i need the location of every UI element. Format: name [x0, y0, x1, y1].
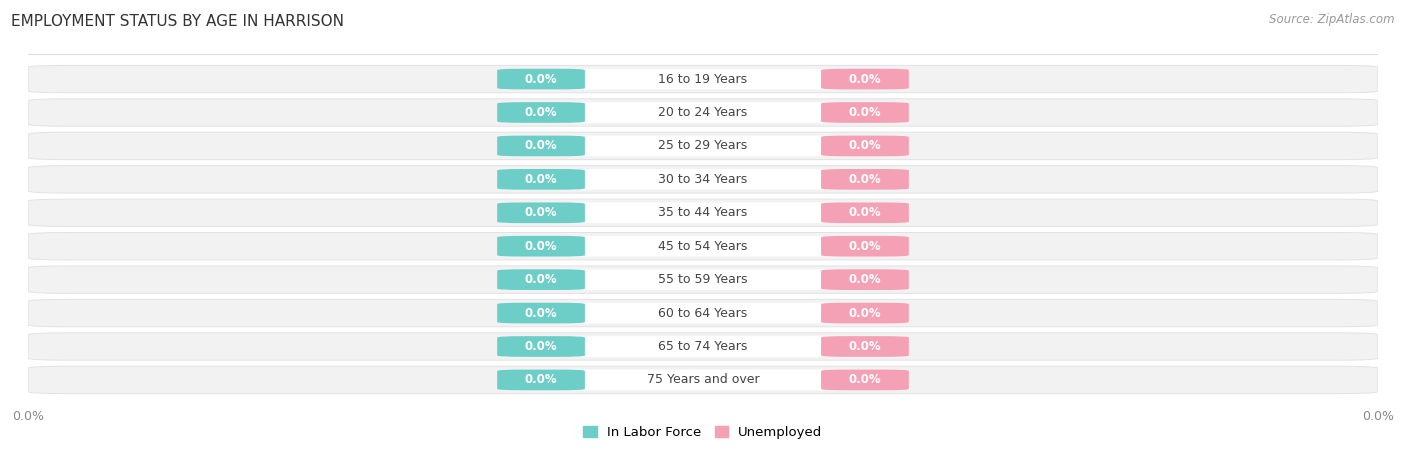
FancyBboxPatch shape: [498, 303, 585, 324]
Text: 75 Years and over: 75 Years and over: [647, 374, 759, 387]
FancyBboxPatch shape: [498, 336, 908, 357]
Text: 0.0%: 0.0%: [849, 173, 882, 186]
Text: 0.0%: 0.0%: [849, 140, 882, 153]
FancyBboxPatch shape: [821, 202, 908, 223]
FancyBboxPatch shape: [498, 102, 585, 123]
Text: 0.0%: 0.0%: [849, 340, 882, 353]
Text: 55 to 59 Years: 55 to 59 Years: [658, 273, 748, 286]
FancyBboxPatch shape: [498, 202, 908, 223]
FancyBboxPatch shape: [498, 336, 585, 357]
FancyBboxPatch shape: [821, 69, 908, 90]
Text: 0.0%: 0.0%: [524, 306, 557, 320]
Text: 0.0%: 0.0%: [849, 374, 882, 387]
Text: Source: ZipAtlas.com: Source: ZipAtlas.com: [1270, 14, 1395, 27]
FancyBboxPatch shape: [498, 369, 908, 390]
Text: 16 to 19 Years: 16 to 19 Years: [658, 72, 748, 86]
FancyBboxPatch shape: [28, 333, 1378, 360]
Legend: In Labor Force, Unemployed: In Labor Force, Unemployed: [578, 420, 828, 444]
Text: 0.0%: 0.0%: [524, 106, 557, 119]
FancyBboxPatch shape: [498, 102, 908, 123]
FancyBboxPatch shape: [821, 102, 908, 123]
Text: 60 to 64 Years: 60 to 64 Years: [658, 306, 748, 320]
Text: 0.0%: 0.0%: [524, 206, 557, 219]
FancyBboxPatch shape: [498, 269, 585, 290]
Text: 0.0%: 0.0%: [524, 72, 557, 86]
FancyBboxPatch shape: [498, 369, 585, 390]
FancyBboxPatch shape: [821, 369, 908, 390]
FancyBboxPatch shape: [28, 132, 1378, 160]
FancyBboxPatch shape: [498, 135, 908, 156]
Text: 45 to 54 Years: 45 to 54 Years: [658, 240, 748, 253]
FancyBboxPatch shape: [821, 135, 908, 156]
FancyBboxPatch shape: [498, 202, 585, 223]
Text: 0.0%: 0.0%: [524, 240, 557, 253]
FancyBboxPatch shape: [498, 69, 585, 90]
FancyBboxPatch shape: [28, 199, 1378, 226]
FancyBboxPatch shape: [821, 236, 908, 256]
Text: 20 to 24 Years: 20 to 24 Years: [658, 106, 748, 119]
Text: 0.0%: 0.0%: [524, 340, 557, 353]
FancyBboxPatch shape: [28, 166, 1378, 193]
Text: 0.0%: 0.0%: [849, 106, 882, 119]
FancyBboxPatch shape: [821, 336, 908, 357]
FancyBboxPatch shape: [821, 169, 908, 190]
Text: 0.0%: 0.0%: [524, 273, 557, 286]
Text: 0.0%: 0.0%: [849, 273, 882, 286]
FancyBboxPatch shape: [498, 303, 908, 324]
Text: 0.0%: 0.0%: [849, 72, 882, 86]
FancyBboxPatch shape: [28, 299, 1378, 327]
FancyBboxPatch shape: [498, 169, 908, 190]
FancyBboxPatch shape: [28, 99, 1378, 126]
FancyBboxPatch shape: [821, 303, 908, 324]
FancyBboxPatch shape: [498, 169, 585, 190]
FancyBboxPatch shape: [498, 69, 908, 90]
Text: 65 to 74 Years: 65 to 74 Years: [658, 340, 748, 353]
FancyBboxPatch shape: [821, 269, 908, 290]
FancyBboxPatch shape: [498, 135, 585, 156]
FancyBboxPatch shape: [498, 269, 908, 290]
Text: 35 to 44 Years: 35 to 44 Years: [658, 206, 748, 219]
FancyBboxPatch shape: [28, 366, 1378, 394]
FancyBboxPatch shape: [28, 65, 1378, 93]
Text: 0.0%: 0.0%: [524, 140, 557, 153]
Text: 0.0%: 0.0%: [849, 306, 882, 320]
Text: 30 to 34 Years: 30 to 34 Years: [658, 173, 748, 186]
Text: 0.0%: 0.0%: [849, 206, 882, 219]
FancyBboxPatch shape: [498, 236, 585, 256]
FancyBboxPatch shape: [28, 266, 1378, 293]
FancyBboxPatch shape: [28, 233, 1378, 260]
Text: 0.0%: 0.0%: [524, 374, 557, 387]
Text: EMPLOYMENT STATUS BY AGE IN HARRISON: EMPLOYMENT STATUS BY AGE IN HARRISON: [11, 14, 344, 28]
FancyBboxPatch shape: [498, 236, 908, 256]
Text: 25 to 29 Years: 25 to 29 Years: [658, 140, 748, 153]
Text: 0.0%: 0.0%: [849, 240, 882, 253]
Text: 0.0%: 0.0%: [524, 173, 557, 186]
